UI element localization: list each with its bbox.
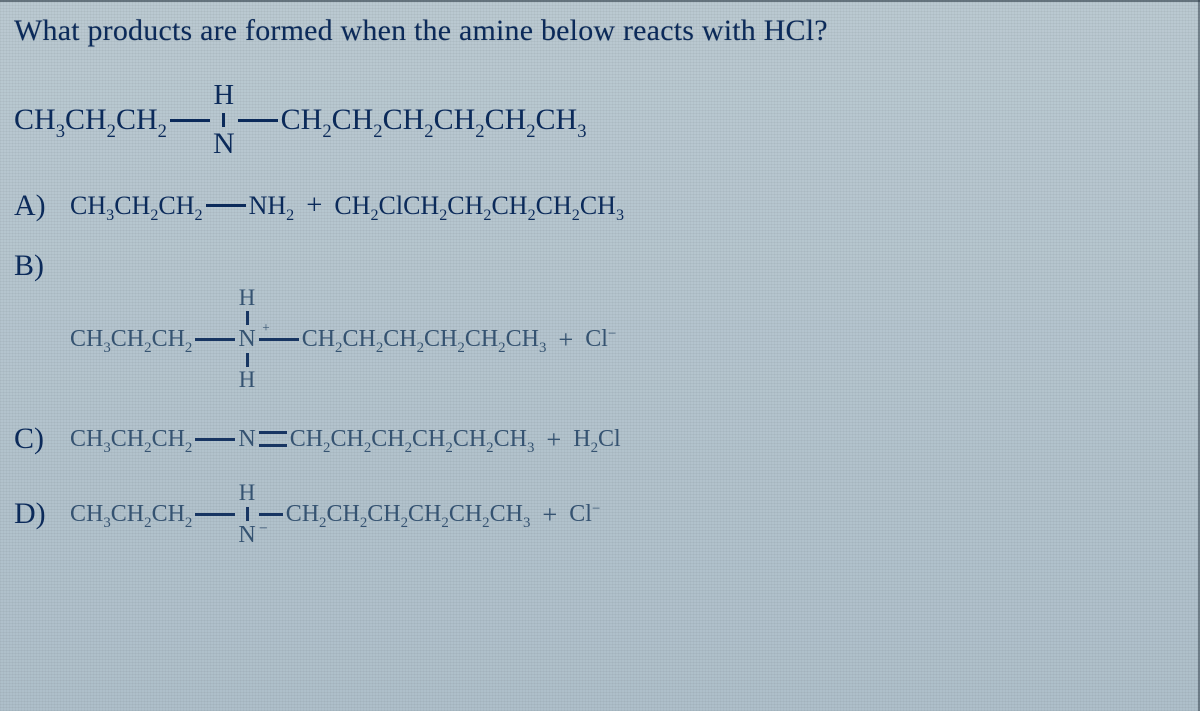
option-B-formula-line: CH3CH2CH2 H N + H CH2CH2CH2CH2CH2CH3 + C… <box>70 287 616 393</box>
vbond-icon <box>246 507 249 521</box>
vbond-icon <box>222 113 225 127</box>
a-left-tail: NH2 <box>249 191 295 221</box>
a-right: CH2ClCH2CH2CH2CH2CH3 <box>334 191 624 221</box>
h-bot: H <box>239 369 255 392</box>
vbond-icon <box>246 311 249 325</box>
bond-icon <box>195 438 235 441</box>
question-text: What products are formed when the amine … <box>14 14 1182 48</box>
h-top: H <box>239 482 255 505</box>
h-top: H <box>213 82 234 111</box>
option-C-label: C) <box>14 422 62 456</box>
bond-icon <box>259 513 283 516</box>
option-B[interactable]: B) CH3CH2CH2 H N + H CH2CH2CH2CH2CH2CH3 … <box>14 249 1182 393</box>
c-byproduct: H2Cl <box>573 426 620 453</box>
option-D-label: D) <box>14 497 62 531</box>
bond-icon <box>206 204 246 207</box>
sm-left-group: CH3CH2CH2 <box>14 103 167 137</box>
c-left: CH3CH2CH2 <box>70 426 192 453</box>
charge-minus: − <box>259 521 268 537</box>
plus-sign: + <box>558 324 573 355</box>
plus-sign: + <box>306 190 322 222</box>
sm-right-group: CH2CH2CH2CH2CH2CH3 <box>281 103 587 137</box>
charge-minus: − <box>592 501 600 517</box>
d-right: CH2CH2CH2CH2CH2CH3 <box>286 501 531 528</box>
plus-sign: + <box>542 499 557 530</box>
charge-minus: − <box>608 326 616 342</box>
option-C[interactable]: C) CH3CH2CH2 N CH2CH2CH2CH2CH2CH3 + H2Cl <box>14 422 1182 456</box>
b-right: CH2CH2CH2CH2CH2CH3 <box>302 326 547 353</box>
option-A-formula: CH3CH2CH2 NH2 + CH2ClCH2CH2CH2CH2CH3 <box>70 190 624 222</box>
b-n-center: H N + H <box>238 287 255 393</box>
bond-icon <box>259 338 299 341</box>
option-D-formula: CH3CH2CH2 H N − CH2CH2CH2CH2CH2CH3 + Cl− <box>70 482 600 547</box>
n-atom: N <box>213 129 235 159</box>
option-A-label: A) <box>14 189 62 223</box>
plus-sign: + <box>546 424 561 455</box>
n-letter: N <box>238 522 255 548</box>
bond-icon <box>195 513 235 516</box>
option-B-label: B) <box>14 249 62 283</box>
h-top: H <box>239 287 255 310</box>
starting-material: CH3CH2CH2 H N CH2CH2CH2CH2CH2CH3 <box>14 82 1182 159</box>
n-atom: N + <box>238 327 255 351</box>
a-left: CH3CH2CH2 <box>70 191 203 221</box>
option-D[interactable]: D) CH3CH2CH2 H N − CH2CH2CH2CH2CH2CH3 + … <box>14 482 1182 547</box>
n-center: H N <box>213 82 235 159</box>
d-left: CH3CH2CH2 <box>70 501 192 528</box>
n-letter: N <box>238 326 255 352</box>
bond-icon <box>238 119 278 122</box>
bond-icon <box>195 338 235 341</box>
b-left: CH3CH2CH2 <box>70 326 192 353</box>
charge-plus: + <box>262 321 269 334</box>
starting-formula: CH3CH2CH2 H N CH2CH2CH2CH2CH2CH3 <box>14 82 587 159</box>
b-counter: Cl− <box>585 326 616 353</box>
bond-icon <box>170 119 210 122</box>
c-right: CH2CH2CH2CH2CH2CH3 <box>290 426 535 453</box>
vbond-icon <box>246 353 249 367</box>
n-atom: N − <box>238 523 255 547</box>
d-n-center: H N − <box>238 482 255 547</box>
option-A[interactable]: A) CH3CH2CH2 NH2 + CH2ClCH2CH2CH2CH2CH3 <box>14 189 1182 223</box>
option-C-formula: CH3CH2CH2 N CH2CH2CH2CH2CH2CH3 + H2Cl <box>70 424 621 455</box>
double-bond-icon <box>259 431 287 447</box>
c-n: N <box>238 426 255 453</box>
d-counter: Cl− <box>569 501 600 528</box>
